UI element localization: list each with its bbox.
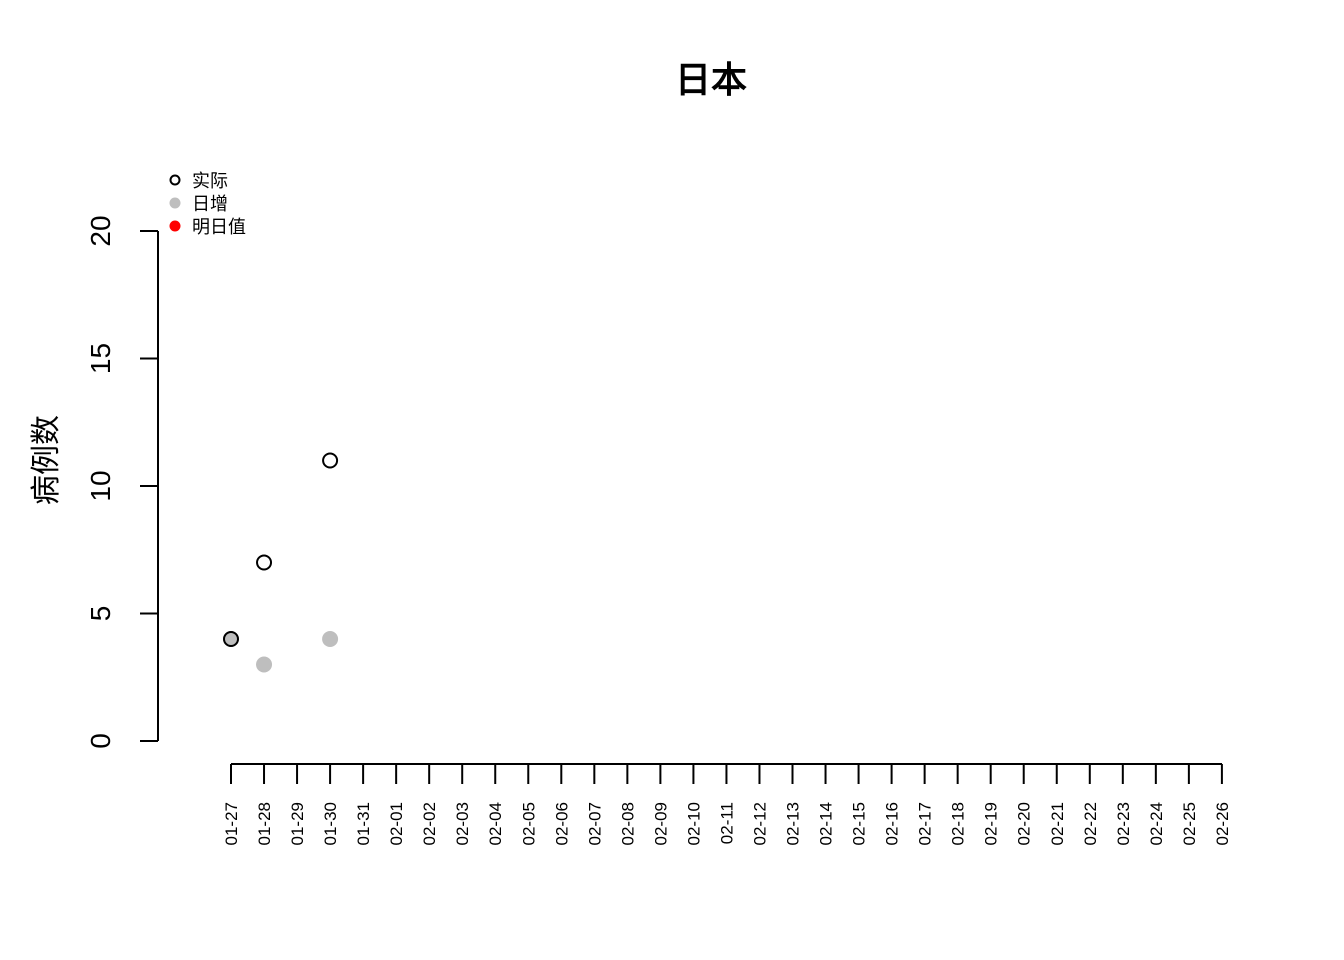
- y-ticks: 0 5 10 15 20: [85, 215, 158, 749]
- x-tick-label: 02-19: [982, 802, 1001, 845]
- legend-marker-daily-increase: [169, 197, 181, 209]
- point-daily-increase: [322, 631, 339, 647]
- x-tick-label: 02-05: [519, 802, 538, 845]
- x-tick-label: 02-22: [1081, 802, 1100, 845]
- x-tick-label: 02-07: [585, 802, 604, 845]
- y-tick-label: 5: [85, 606, 116, 622]
- x-tick-label: 02-09: [651, 802, 670, 845]
- x-tick-label: 02-18: [949, 802, 968, 845]
- x-tick-label: 02-06: [552, 802, 571, 845]
- x-tick-label: 02-26: [1213, 802, 1232, 845]
- y-tick-label: 15: [85, 343, 116, 374]
- x-tick-label: 02-25: [1180, 802, 1199, 845]
- x-tick-label: 02-08: [618, 802, 637, 845]
- point-daily-increase: [256, 656, 273, 673]
- x-tick-label: 02-04: [486, 802, 505, 845]
- legend-marker-next-day: [169, 220, 181, 232]
- x-tick-label: 01-29: [288, 802, 307, 845]
- y-tick-label: 10: [85, 470, 116, 501]
- x-ticks: 01-27 01-28 01-29 01-30 01-31 02-01 02-02 02-03…: [222, 764, 1232, 845]
- x-tick-label: 02-21: [1048, 802, 1067, 845]
- x-tick-label: 02-13: [784, 802, 803, 845]
- x-tick-label: 02-24: [1147, 802, 1166, 845]
- x-tick-label: 02-17: [916, 802, 935, 845]
- data-points: [223, 452, 339, 673]
- point-actual: [223, 631, 239, 647]
- y-axis-label: 病例数: [29, 415, 64, 505]
- x-tick-label: 02-15: [850, 802, 869, 845]
- x-tick-label: 01-31: [354, 802, 373, 845]
- chart-title: 日本: [675, 60, 747, 101]
- legend-marker-actual: [169, 174, 181, 186]
- x-tick-label: 02-03: [453, 802, 472, 845]
- x-tick-label: 02-14: [817, 802, 836, 845]
- legend-label: 实际: [192, 171, 228, 192]
- x-tick-label: 02-16: [883, 802, 902, 845]
- x-tick-label: 01-27: [222, 802, 241, 845]
- legend-label: 日增: [192, 194, 228, 215]
- x-tick-label: 01-30: [321, 802, 340, 845]
- x-tick-label: 02-10: [684, 802, 703, 845]
- x-tick-label: 02-01: [387, 802, 406, 845]
- x-tick-label: 02-11: [717, 802, 736, 844]
- y-tick-label: 20: [85, 215, 116, 246]
- x-tick-label: 02-02: [420, 802, 439, 845]
- x-tick-label: 01-28: [255, 802, 274, 845]
- point-actual: [322, 452, 339, 469]
- y-tick-label: 0: [85, 733, 116, 749]
- x-tick-label: 02-20: [1015, 802, 1034, 845]
- legend-label: 明日值: [192, 217, 246, 238]
- x-tick-label: 02-12: [750, 802, 769, 845]
- x-tick-label: 02-23: [1114, 802, 1133, 845]
- point-daily-increase: [223, 631, 239, 647]
- point-actual: [256, 554, 273, 571]
